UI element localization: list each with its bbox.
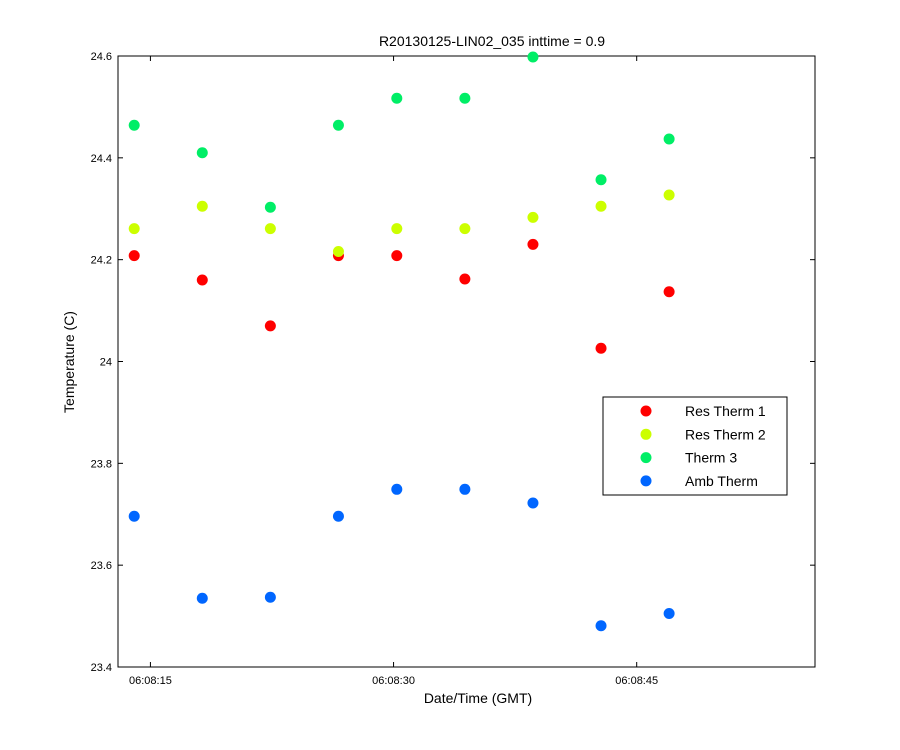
y-tick-label: 24.4: [91, 153, 112, 165]
data-point: [196, 147, 208, 159]
data-point: [264, 320, 276, 332]
plot-frame: [117, 55, 816, 668]
data-point: [663, 608, 675, 620]
x-axis-label: Date/Time (GMT): [424, 690, 532, 706]
data-point: [332, 510, 344, 522]
y-tick-label: 23.4: [91, 662, 112, 674]
data-point: [595, 620, 607, 632]
data-point: [595, 342, 607, 354]
data-point: [595, 174, 607, 186]
data-point: [663, 286, 675, 298]
legend-marker: [640, 405, 652, 417]
data-point: [527, 211, 539, 223]
data-point: [128, 510, 140, 522]
data-point: [196, 200, 208, 212]
data-point: [128, 119, 140, 131]
data-point: [459, 483, 471, 495]
data-point: [527, 497, 539, 509]
data-point: [595, 200, 607, 212]
legend-marker: [640, 452, 652, 464]
x-tick-label: 06:08:45: [615, 675, 658, 687]
data-point: [527, 51, 539, 63]
data-point: [391, 483, 403, 495]
data-point: [128, 223, 140, 235]
y-tick-label: 23.8: [91, 458, 112, 470]
legend-marker: [640, 475, 652, 487]
y-tick-label: 24: [100, 357, 112, 369]
series-0: [128, 238, 675, 354]
data-point: [459, 92, 471, 104]
legend-label: Therm 3: [685, 450, 737, 466]
data-point: [264, 223, 276, 235]
legend-label: Res Therm 1: [685, 403, 766, 419]
data-point: [391, 223, 403, 235]
chart-title: R20130125-LIN02_035 inttime = 0.9: [379, 33, 605, 49]
data-point: [332, 119, 344, 131]
data-point: [264, 201, 276, 213]
legend-label: Amb Therm: [685, 473, 758, 489]
x-tick-label: 06:08:15: [129, 675, 172, 687]
data-point: [391, 92, 403, 104]
data-point: [459, 223, 471, 235]
data-point: [196, 274, 208, 286]
series-3: [128, 483, 675, 632]
x-tick-label: 06:08:30: [372, 675, 415, 687]
data-point: [663, 133, 675, 145]
legend-box: [602, 396, 788, 496]
legend-label: Res Therm 2: [685, 426, 766, 442]
y-tick-label: 24.2: [91, 255, 112, 267]
y-tick-label: 24.6: [91, 51, 112, 63]
data-point: [459, 273, 471, 285]
data-point: [663, 189, 675, 201]
data-point: [332, 246, 344, 258]
data-point: [391, 250, 403, 262]
data-point: [196, 592, 208, 604]
y-tick-label: 23.6: [91, 560, 112, 572]
data-point: [128, 250, 140, 262]
series-2: [128, 51, 675, 213]
series-1: [128, 189, 675, 258]
legend-marker: [640, 428, 652, 440]
data-point: [527, 238, 539, 250]
data-point: [264, 591, 276, 603]
y-axis-label: Temperature (C): [61, 311, 77, 413]
